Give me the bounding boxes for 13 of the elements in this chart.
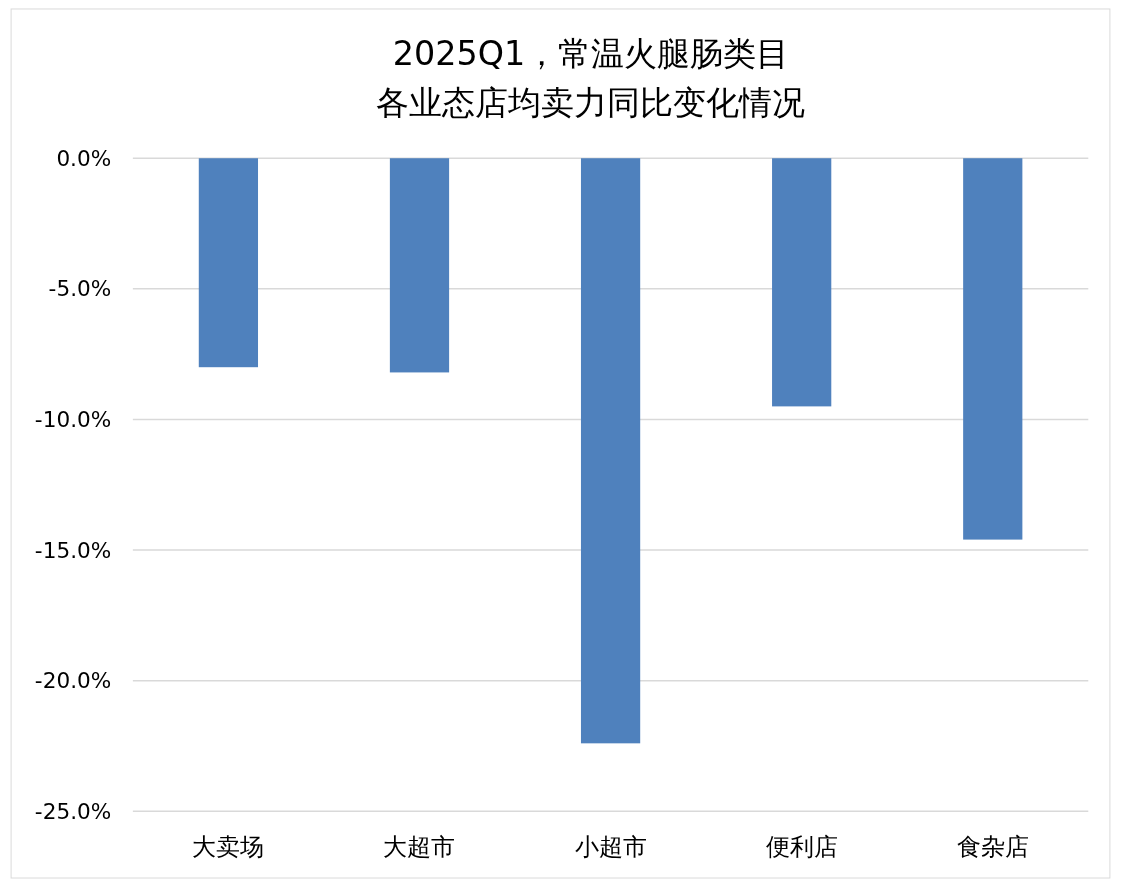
y-tick-label: -10.0% (34, 407, 112, 432)
chart-title: 2025Q1，常温火腿肠类目 (392, 33, 790, 73)
x-tick-label: 大超市 (383, 833, 456, 862)
chart-subtitle: 各业态店均卖力同比变化情况 (376, 83, 806, 123)
y-tick-label: -25.0% (34, 798, 112, 824)
y-tick-label: 0.0% (56, 145, 112, 171)
x-tick-label: 便利店 (765, 833, 838, 862)
x-tick-label: 小超市 (574, 833, 647, 862)
x-tick-label: 食杂店 (956, 833, 1029, 862)
y-tick-label: -5.0% (48, 276, 112, 302)
y-tick-label: -20.0% (34, 668, 112, 694)
x-tick-label: 大卖场 (192, 833, 265, 862)
y-tick-label: -15.0% (34, 537, 112, 563)
